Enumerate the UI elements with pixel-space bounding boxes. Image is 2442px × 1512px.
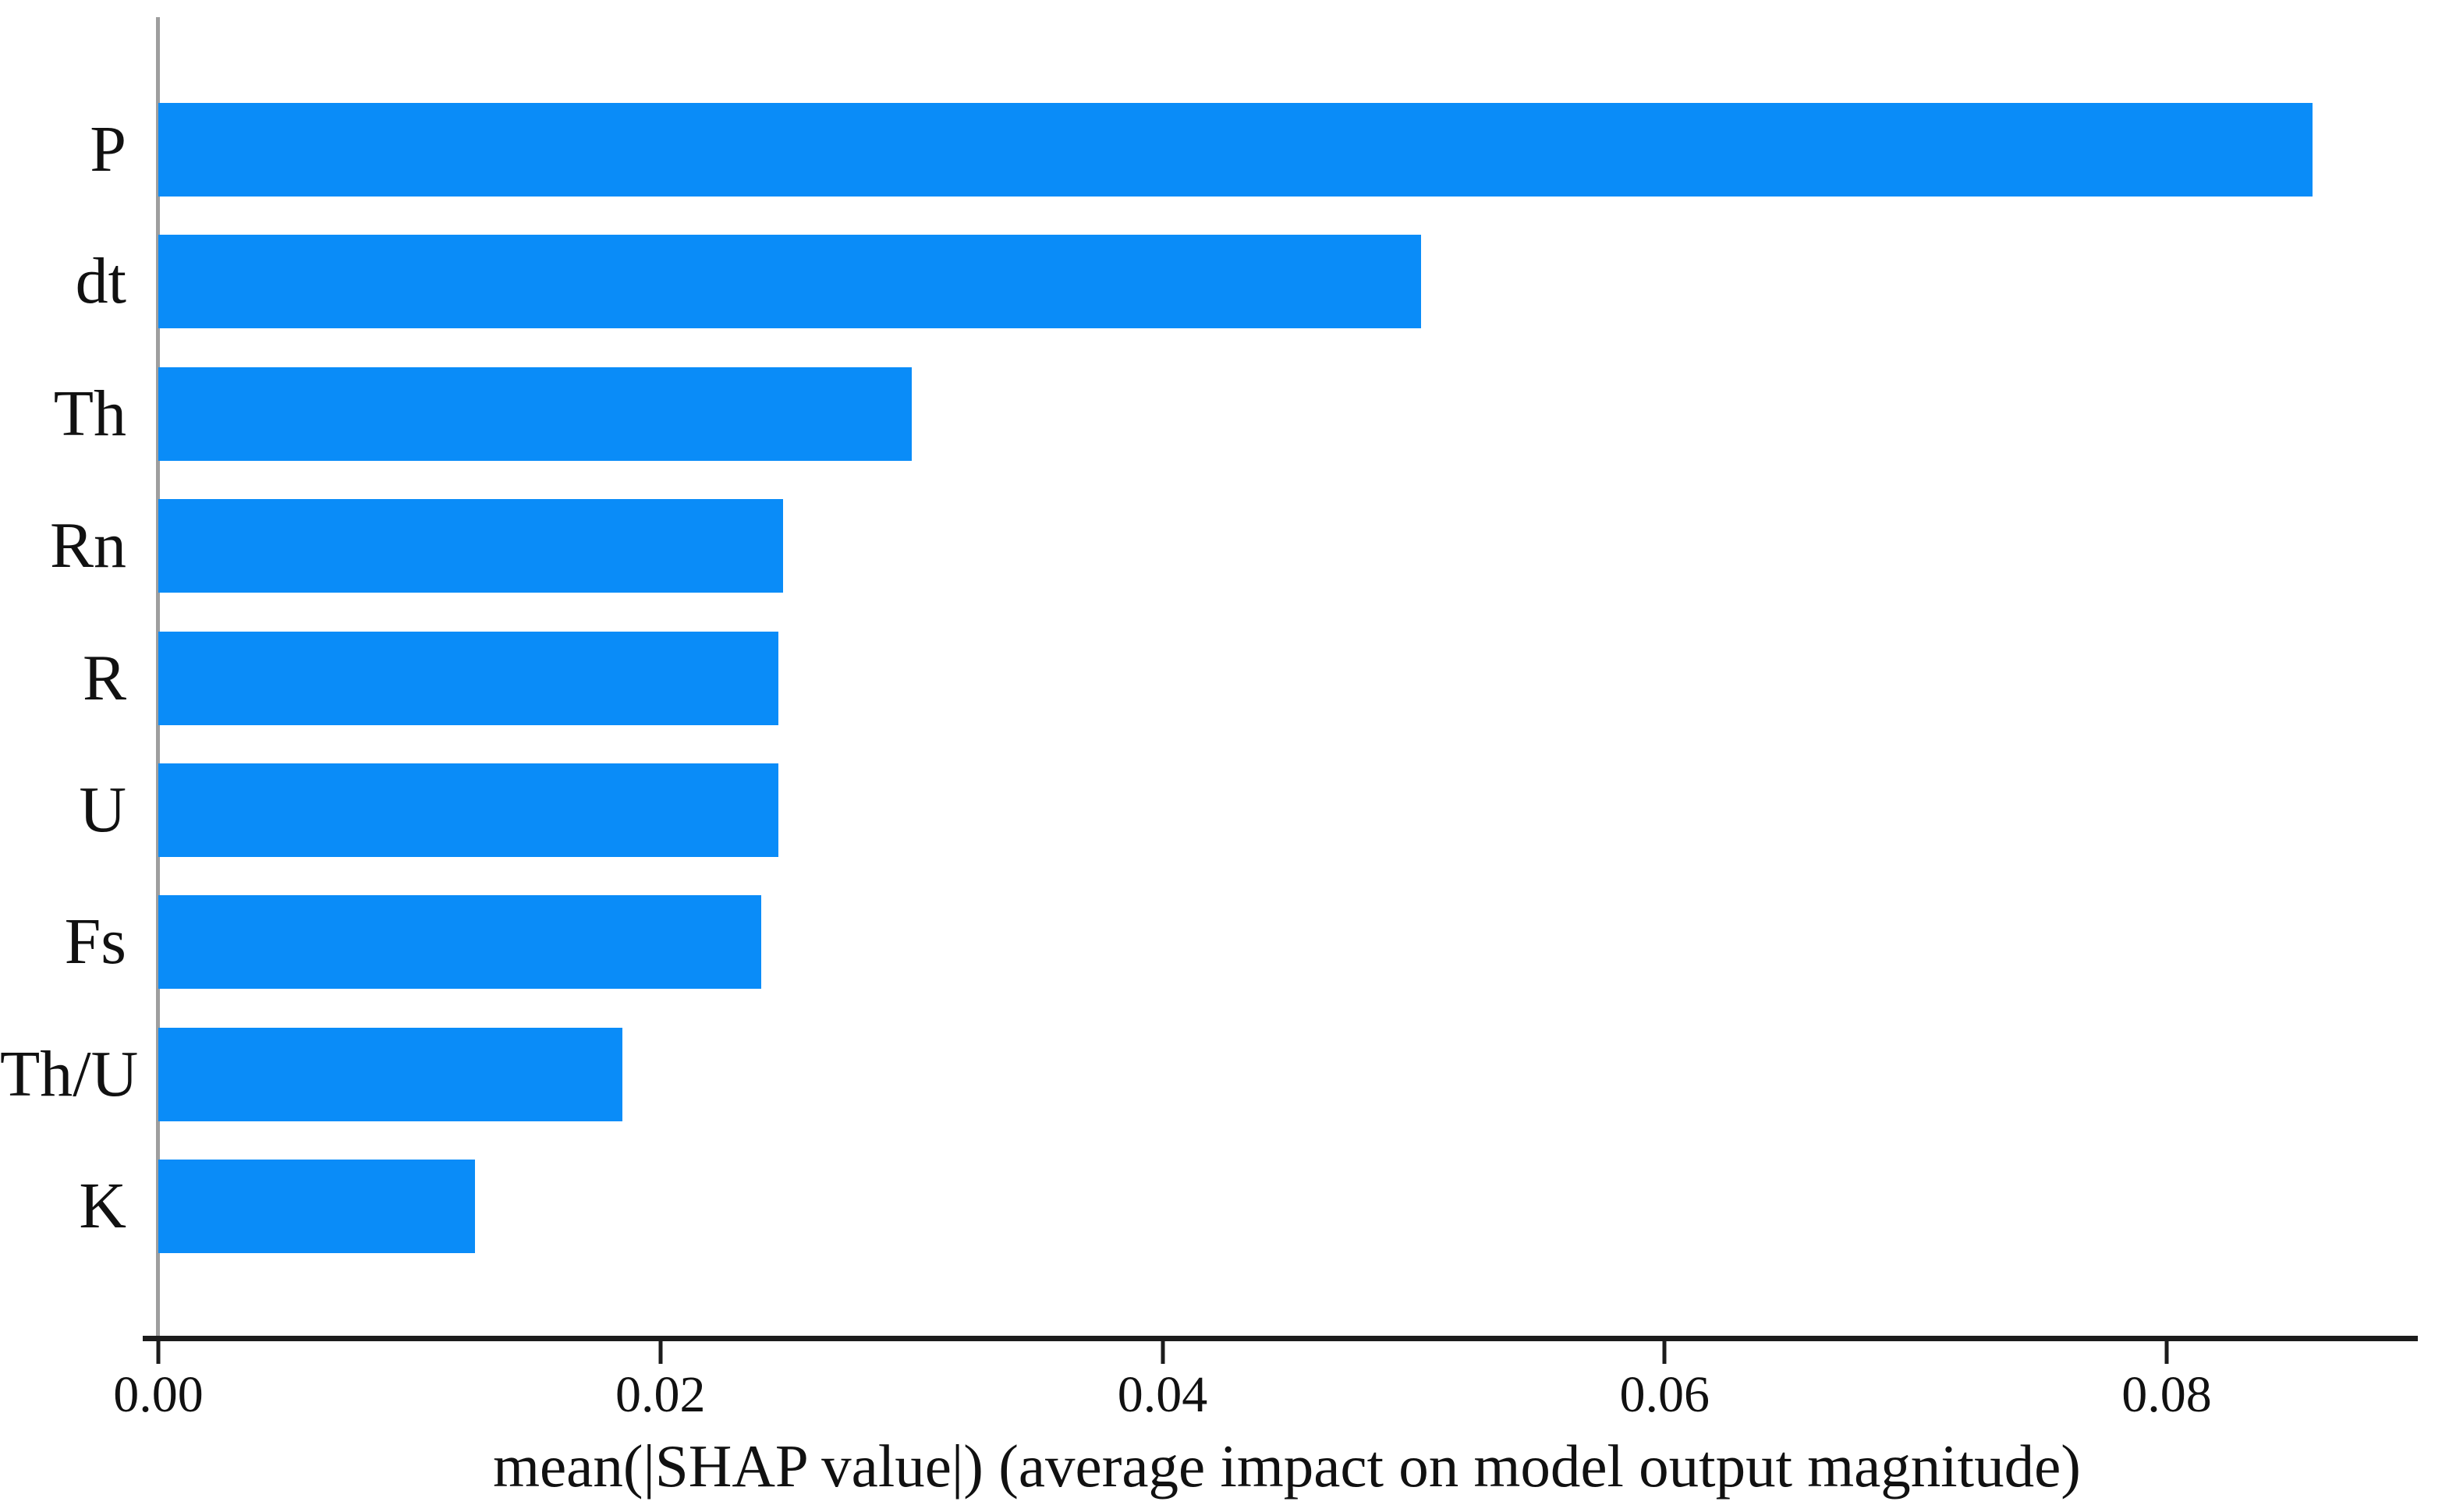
x-tick-label-0.00: 0.00 <box>113 1366 204 1423</box>
x-axis-title: mean(|SHAP value|) (average impact on mo… <box>493 1432 2081 1500</box>
x-tick-mark-0.08 <box>2164 1336 2169 1364</box>
x-tick-mark-0.06 <box>1662 1336 1667 1364</box>
y-tick-label-rn: Rn <box>49 509 126 582</box>
x-tick-label-0.02: 0.02 <box>615 1366 706 1423</box>
bar-k <box>158 1160 475 1253</box>
bar-rn <box>158 499 784 593</box>
y-tick-label-r: R <box>82 641 126 714</box>
x-tick-mark-0.00 <box>156 1336 161 1364</box>
y-axis-line <box>156 17 160 1336</box>
x-tick-label-0.04: 0.04 <box>1117 1366 1208 1423</box>
bar-r <box>158 631 779 725</box>
y-tick-label-dt: dt <box>75 245 126 318</box>
x-tick-label-0.08: 0.08 <box>2121 1366 2212 1423</box>
y-tick-label-p: P <box>90 113 126 186</box>
y-tick-label-k: K <box>79 1170 126 1242</box>
x-tick-mark-0.04 <box>1161 1336 1164 1364</box>
y-tick-label-fs: Fs <box>64 905 126 979</box>
bar-th <box>158 366 912 461</box>
y-tick-label-u: U <box>79 773 126 846</box>
bar-p <box>158 103 2313 197</box>
x-tick-mark-0.02 <box>658 1336 663 1364</box>
bar-dt <box>158 235 1422 329</box>
bar-u <box>158 763 779 857</box>
bar-th-u <box>158 1027 623 1121</box>
y-tick-label-th-u: Th/U <box>0 1037 139 1110</box>
y-tick-label-th: Th <box>53 377 126 450</box>
x-axis-line <box>143 1336 2418 1341</box>
x-tick-label-0.06: 0.06 <box>1619 1366 1710 1423</box>
bar-fs <box>158 895 761 990</box>
